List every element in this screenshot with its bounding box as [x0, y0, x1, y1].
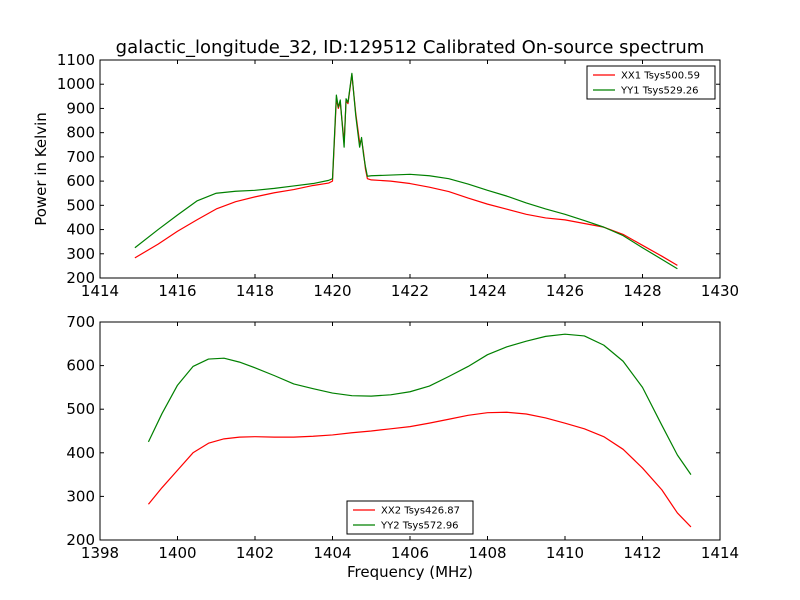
- y-tick-label: 1100: [57, 51, 95, 69]
- x-tick-label: 1400: [158, 544, 196, 562]
- x-tick-label: 1410: [546, 544, 584, 562]
- chart-title: galactic_longitude_32, ID:129512 Calibra…: [116, 37, 705, 58]
- bottom-panel: 1398 1400 1402 1404 1406 1408 1410 1412 1414 200 3…: [66, 313, 739, 581]
- legend-label: XX2 Tsys426.87: [381, 506, 460, 517]
- y-tick-label: 300: [66, 245, 95, 263]
- x-tick-label: 1414: [701, 544, 739, 562]
- legend-box: [586, 65, 716, 100]
- x-tick-label: 1426: [546, 282, 584, 300]
- series-line-1: [147, 411, 692, 528]
- y-tick-label: 500: [66, 196, 95, 214]
- legend-label: YY2 Tsys572.96: [380, 521, 459, 532]
- legend-label: YY1 Tsys529.26: [620, 86, 699, 97]
- y-axis-label: Power in Kelvin: [32, 112, 50, 226]
- y-tick-label: 800: [66, 124, 95, 142]
- y-tick-label: 1000: [57, 75, 95, 93]
- x-tick-label: 1402: [236, 544, 274, 562]
- y-tick-label: 900: [66, 99, 95, 117]
- legend-box: [346, 500, 474, 535]
- y-tick-label: 600: [66, 357, 95, 375]
- x-axis-label: Frequency (MHz): [347, 563, 473, 581]
- x-tick-label: 1418: [236, 282, 274, 300]
- x-tick-label: 1416: [158, 282, 196, 300]
- x-tick-label: 1420: [313, 282, 351, 300]
- series-line-2: [147, 333, 692, 475]
- x-tick-label: 1422: [391, 282, 429, 300]
- top-panel: 1414 1416 1418 1420 1422 1424 1426 1428 1430 200 3…: [32, 51, 739, 300]
- y-tick-label: 500: [66, 400, 95, 418]
- y-tick-label: 200: [66, 531, 95, 549]
- y-tick-label: 700: [66, 313, 95, 331]
- y-tick-label: 200: [66, 269, 95, 287]
- x-tick-label: 1398: [81, 544, 119, 562]
- y-tick-label: 400: [66, 444, 95, 462]
- y-tick-label: 300: [66, 487, 95, 505]
- x-tick-label: 1424: [468, 282, 506, 300]
- x-tick-label: 1404: [313, 544, 351, 562]
- y-tick-label: 700: [66, 148, 95, 166]
- legend-label: XX1 Tsys500.59: [621, 71, 700, 82]
- series-line-2: [134, 72, 678, 270]
- y-tick-label: 400: [66, 221, 95, 239]
- x-tick-label: 1406: [391, 544, 429, 562]
- x-tick-label: 1412: [623, 544, 661, 562]
- x-tick-label: 1414: [81, 282, 119, 300]
- y-tick-label: 600: [66, 172, 95, 190]
- x-tick-label: 1430: [701, 282, 739, 300]
- x-tick-label: 1428: [623, 282, 661, 300]
- x-tick-label: 1408: [468, 544, 506, 562]
